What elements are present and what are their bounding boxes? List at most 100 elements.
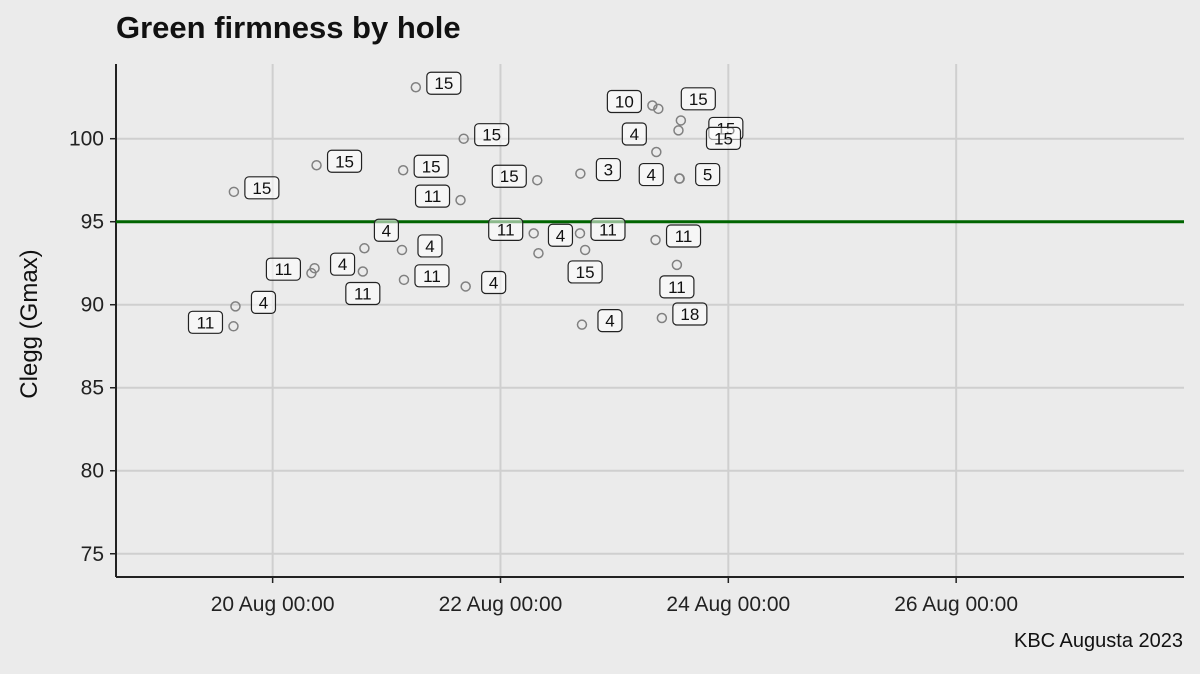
point-label-box [329, 252, 356, 276]
point-label-box [621, 122, 647, 146]
point-label-text: 11 [497, 220, 515, 239]
data-point [532, 174, 543, 186]
point-label-box [491, 164, 527, 188]
point-label-box [417, 234, 443, 258]
data-point [455, 194, 466, 206]
point-label-box [345, 281, 381, 306]
y-tick-label: 90 [81, 294, 104, 317]
data-point [230, 301, 241, 312]
point-label-text: 5 [703, 166, 712, 185]
data-point [653, 103, 664, 115]
point-label-text: 18 [680, 305, 699, 324]
point-label: 15 [567, 260, 603, 284]
point-label-text: 4 [630, 125, 639, 144]
point-label-box [606, 89, 642, 114]
point-label: 18 [672, 302, 708, 326]
point-label: 4 [329, 252, 356, 276]
point-label-text: 15 [335, 152, 354, 171]
data-point [410, 81, 422, 93]
point-label: 11 [590, 217, 626, 241]
point-label-text: 15 [500, 167, 519, 186]
point-label: 15 [474, 123, 510, 147]
point-label: 10 [606, 89, 642, 114]
data-point [311, 160, 322, 171]
data-point [675, 115, 687, 126]
point-label: 4 [597, 309, 623, 333]
y-tick-label: 75 [81, 543, 104, 566]
point-label-text: 15 [714, 129, 733, 148]
point-label-box [705, 126, 742, 151]
point-label-text: 3 [604, 161, 613, 180]
grid-lines [116, 64, 1184, 577]
point-label: 11 [659, 275, 695, 299]
point-label: 4 [250, 290, 277, 314]
data-point [651, 146, 662, 158]
point-label: 4 [417, 234, 443, 258]
data-point [396, 244, 408, 256]
point-label: 11 [345, 281, 381, 306]
point-label-text: 15 [482, 126, 501, 145]
point-label-text: 11 [668, 278, 686, 297]
point-label: 11 [665, 224, 702, 248]
point-label: 15 [413, 154, 449, 178]
point-label: 15 [680, 87, 716, 111]
point-label-box [474, 123, 510, 147]
point-label: 11 [488, 217, 524, 241]
x-tick-label: 20 Aug 00:00 [211, 593, 335, 616]
point-label: 4 [621, 122, 647, 146]
point-label-box [665, 224, 702, 248]
point-label-box [597, 309, 623, 333]
data-point [228, 321, 239, 332]
data-point [673, 125, 684, 136]
point-label-box [567, 260, 603, 284]
point-label: 11 [414, 264, 450, 288]
chart-caption: KBC Augusta 2023 [1013, 630, 1183, 652]
data-points [228, 81, 687, 332]
point-label-box [373, 218, 400, 242]
data-point [579, 244, 591, 256]
point-label-text: 4 [647, 166, 656, 185]
point-label: 15 [705, 126, 742, 151]
point-label-box [481, 270, 507, 295]
point-label-box [595, 157, 621, 182]
point-label-text: 11 [275, 260, 293, 279]
point-label-text: 4 [382, 221, 391, 240]
data-point [671, 259, 683, 271]
data-point [458, 133, 469, 144]
point-label-text: 11 [599, 220, 617, 239]
axes: 75 80 85 90 95 100 20 Aug 00:00 22 Aug 00:00 24 … [69, 64, 1184, 616]
point-label-text: 15 [576, 263, 595, 282]
data-point [228, 186, 240, 198]
data-point [357, 266, 369, 277]
x-tick-label: 22 Aug 00:00 [439, 593, 563, 616]
point-label: 4 [481, 270, 507, 295]
data-point [656, 312, 668, 324]
point-label-box [326, 149, 363, 173]
point-label-text: 15 [689, 90, 708, 109]
point-label-text: 4 [556, 226, 565, 245]
point-label: 11 [265, 257, 302, 281]
data-point [460, 281, 471, 292]
point-label-box [659, 275, 695, 299]
point-label: 15 [326, 149, 363, 173]
point-label: 15 [426, 71, 462, 95]
point-label: 11 [187, 310, 224, 334]
chart-title: Green firmness by hole [116, 10, 461, 45]
point-label-text: 15 [434, 74, 453, 93]
data-point [533, 248, 544, 259]
point-label: 15 [244, 176, 280, 200]
point-label: 4 [373, 218, 400, 242]
point-label-text: 11 [197, 313, 215, 332]
y-tick-label: 80 [81, 460, 104, 483]
point-label-text: 11 [423, 267, 441, 286]
data-point [306, 267, 317, 279]
point-label-box [590, 217, 626, 241]
point-label-box [250, 290, 277, 314]
point-label: 3 [595, 157, 621, 182]
point-label-text: 4 [259, 293, 268, 312]
point-label-text: 11 [354, 285, 372, 304]
data-point [398, 274, 410, 286]
point-label-box [265, 257, 302, 281]
y-tick-label: 95 [81, 211, 104, 234]
point-label-box [680, 87, 716, 111]
